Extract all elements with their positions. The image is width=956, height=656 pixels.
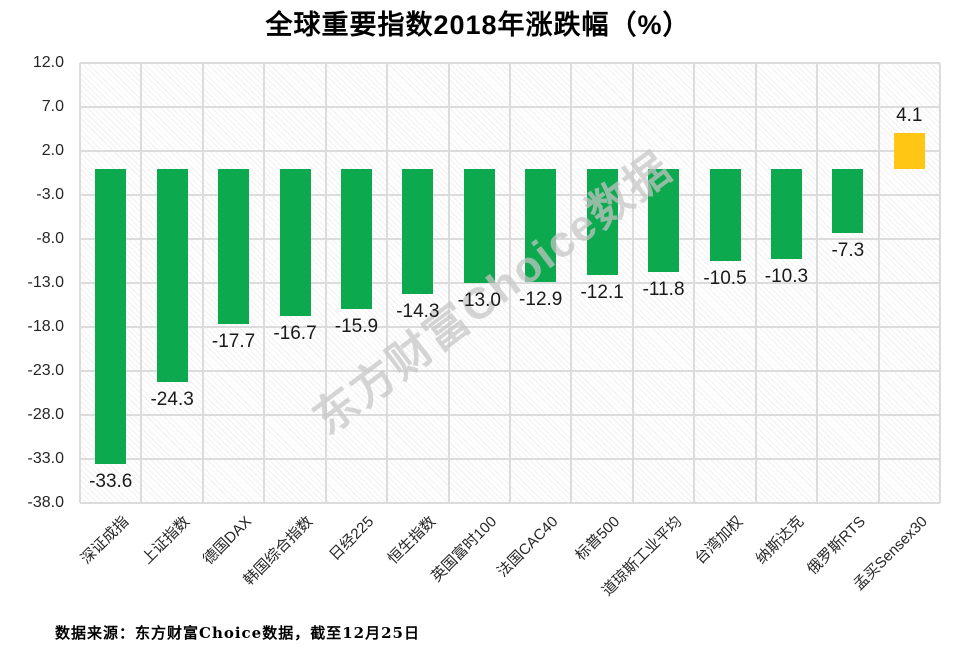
x-axis-label: 纳斯达克 — [753, 513, 808, 568]
y-axis-label: -8.0 — [36, 230, 64, 247]
bar-纳斯达克 — [770, 168, 802, 260]
bar-孟买Sensex30 — [893, 132, 925, 169]
y-axis-label: 12.0 — [32, 54, 64, 71]
bar-value-label: 4.1 — [896, 104, 923, 126]
x-axis-label: 深证成指 — [77, 513, 132, 568]
bar-道琼斯工业平均 — [648, 168, 680, 273]
bar-韩国综合指数 — [279, 168, 311, 316]
x-axis-label: 恒生指数 — [384, 513, 440, 568]
gridline-vertical — [878, 63, 880, 503]
gridline-vertical — [325, 63, 327, 503]
gridline-vertical — [693, 63, 695, 503]
bar-俄罗斯RTS — [832, 168, 864, 233]
gridline-vertical — [448, 63, 450, 503]
bar-value-label: -7.3 — [831, 239, 865, 261]
x-axis-label: 法国CAC40 — [494, 513, 562, 581]
y-axis-label: -18.0 — [27, 318, 64, 335]
gridline-vertical — [570, 63, 572, 503]
bar-value-label: -10.5 — [703, 268, 747, 289]
bar-value-label: -14.3 — [396, 301, 440, 323]
data-source-note: 数据来源：东方财富Choice数据，截至12月25日 — [55, 624, 420, 642]
bar-恒生指数 — [402, 168, 434, 295]
x-axis-label: 上证指数 — [138, 513, 194, 568]
y-axis-label: 7.0 — [41, 98, 64, 115]
bar-法国CAC40 — [525, 168, 557, 283]
chart-title: 全球重要指数2018年涨跌幅（%） — [265, 10, 691, 40]
bar-value-label: -33.6 — [89, 471, 133, 493]
y-axis-label: -38.0 — [27, 494, 64, 511]
gridline-vertical — [755, 63, 757, 503]
gridline-vertical — [509, 63, 511, 503]
gridline-vertical — [263, 63, 265, 503]
gridline-vertical — [140, 63, 142, 503]
bar-上证指数 — [156, 168, 188, 383]
gridline-vertical — [79, 63, 81, 503]
gridline-horizontal — [80, 502, 940, 504]
x-axis-label: 英国富时100 — [428, 513, 501, 586]
y-axis-label: -23.0 — [27, 362, 64, 379]
bar-value-label: -11.8 — [642, 279, 685, 301]
bar-value-label: -10.3 — [764, 266, 809, 288]
bar-value-label: -13.0 — [457, 290, 501, 311]
y-axis-label: -13.0 — [27, 274, 64, 291]
bar-英国富时100 — [463, 168, 495, 283]
bar-德国DAX — [218, 168, 250, 325]
x-axis-label: 德国DAX — [199, 513, 255, 569]
y-axis-label: -3.0 — [36, 186, 64, 203]
y-axis-label: 2.0 — [41, 142, 64, 159]
gridline-vertical — [386, 63, 388, 503]
x-axis-label: 台湾加权 — [691, 513, 747, 568]
x-axis-label: 标普500 — [572, 513, 624, 565]
gridline-vertical — [939, 63, 941, 503]
bar-标普500 — [586, 168, 618, 276]
gridline-vertical — [816, 63, 818, 503]
bar-台湾加权 — [709, 168, 741, 261]
x-axis-label: 日经225 — [326, 513, 378, 565]
bar-value-label: -15.9 — [334, 315, 379, 337]
bar-深证成指 — [95, 168, 127, 465]
bar-value-label: -12.9 — [519, 289, 563, 311]
y-axis-label: -28.0 — [27, 406, 64, 423]
gridline-vertical — [632, 63, 634, 503]
bar-value-label: -17.7 — [211, 331, 256, 353]
bar-日经225 — [340, 168, 372, 309]
plot-area: -33.6 -24.3 -17.7 -16.7 -15.9 -14.3 -13.0 -12.9… — [79, 62, 941, 504]
bar-value-label: -16.7 — [273, 322, 317, 344]
y-axis-label: -33.0 — [27, 450, 64, 467]
bar-value-label: -12.1 — [580, 282, 624, 304]
bar-value-label: -24.3 — [150, 389, 194, 411]
gridline-vertical — [202, 63, 204, 503]
